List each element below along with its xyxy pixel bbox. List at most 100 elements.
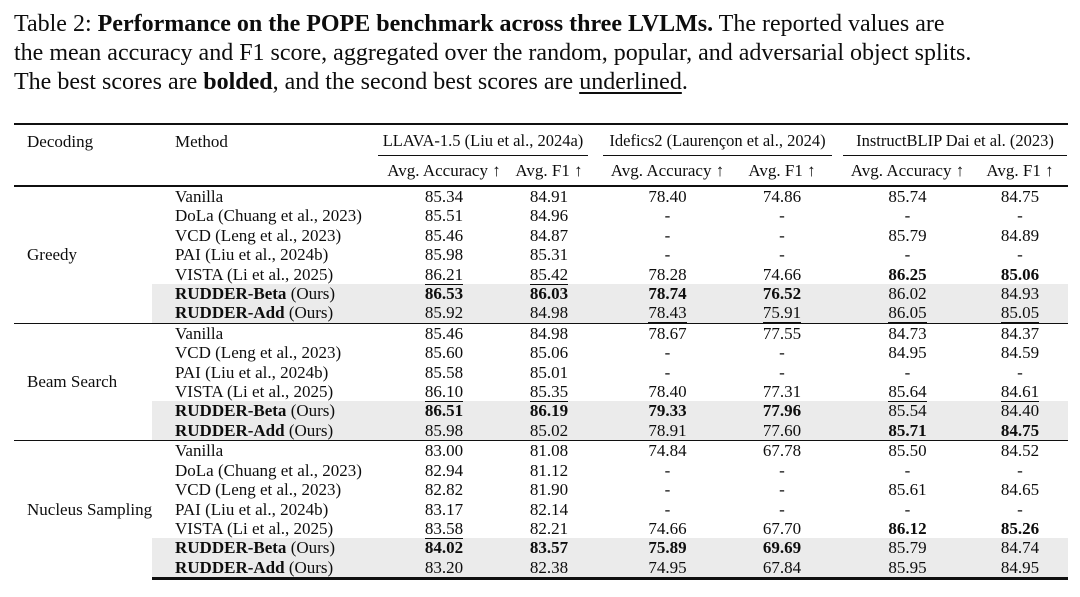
- value-cell: -: [779, 460, 785, 480]
- value-cell: 86.10: [424, 382, 464, 403]
- value-cell: 83.20: [378, 557, 510, 581]
- table-caption: Table 2: Performance on the POPE benchma…: [14, 10, 1066, 97]
- value-cell: 86.02: [843, 284, 972, 304]
- value-cell: 78.91: [603, 420, 732, 441]
- value-cell: 82.38: [510, 557, 603, 581]
- value-cell: 83.57: [510, 538, 603, 558]
- method-cell: VISTA (Li et al., 2025): [175, 382, 334, 402]
- value-cell: -: [664, 460, 671, 480]
- value-cell: -: [664, 362, 671, 382]
- value-cell: 85.92: [378, 303, 510, 324]
- value-cell: 77.60: [732, 420, 843, 441]
- table-row: RUDDER-Beta (Ours) 86.53 86.03 78.74 76.52 86…: [14, 284, 1068, 304]
- value-cell: -: [1017, 460, 1023, 480]
- method-cell: VISTA (Li et al., 2025): [175, 264, 334, 284]
- value-cell: 85.02: [510, 420, 603, 441]
- value-cell: 85.46: [378, 322, 510, 344]
- decoding-section: Greedy Vanilla 85.34 84.91 78.40 74.86 85.74 84…: [14, 185, 1068, 324]
- method-cell: VCD (Leng et al., 2023): [175, 480, 342, 500]
- value-cell: 82.94: [424, 460, 464, 480]
- value-cell: 78.74: [603, 284, 732, 304]
- value-cell: 84.96: [529, 206, 569, 226]
- value-cell: 78.67: [603, 322, 732, 344]
- value-cell: 81.12: [529, 460, 569, 480]
- group-header-idefics2: Idefics2 (Laurençon et al., 2024): [603, 123, 843, 156]
- method-cell: Vanilla: [152, 185, 378, 207]
- value-cell: 84.95: [888, 343, 927, 363]
- table-row: RUDDER-Add (Ours) 83.20 82.38 74.95 67.84 85.…: [14, 557, 1068, 581]
- table-row: VCD (Leng et al., 2023) 85.46 84.87 - - 85.79…: [14, 226, 1068, 245]
- value-cell: 84.93: [972, 284, 1068, 304]
- method-cell: DoLa (Chuang et al., 2023): [175, 460, 362, 480]
- value-cell: 81.90: [529, 480, 569, 500]
- method-cell: RUDDER-Beta (Ours): [152, 284, 378, 304]
- method-cell: Vanilla: [152, 440, 378, 461]
- method-cell: DoLa (Chuang et al., 2023): [175, 206, 362, 226]
- group-header-llava: LLAVA-1.5 (Liu et al., 2024a): [378, 123, 603, 156]
- value-cell: 85.06: [529, 343, 569, 363]
- value-cell: 84.37: [972, 322, 1068, 344]
- value-cell: 85.26: [1000, 518, 1040, 538]
- value-cell: 84.98: [510, 322, 603, 344]
- value-cell: 85.79: [888, 225, 927, 245]
- value-cell: 86.25: [888, 264, 927, 284]
- value-cell: 82.82: [424, 480, 464, 500]
- table-row: VISTA (Li et al., 2025) 86.21 85.42 78.28 74…: [14, 264, 1068, 285]
- table-row: RUDDER-Add (Ours) 85.92 84.98 78.43 75.91 86.…: [14, 303, 1068, 324]
- value-cell: 84.75: [972, 185, 1068, 207]
- method-cell: PAI (Liu et al., 2024b): [175, 499, 329, 519]
- value-cell: 86.53: [378, 284, 510, 304]
- value-cell: 86.12: [888, 518, 927, 538]
- caption-underlined-word: underlined: [579, 69, 682, 95]
- value-cell: 81.08: [510, 440, 603, 461]
- table-row: Nucleus Sampling Vanilla 83.00 81.08 74.84 67…: [14, 440, 1068, 579]
- header-decoding: Decoding: [14, 123, 152, 187]
- subheader-llava-f1: Avg. F1 ↑: [510, 156, 603, 187]
- value-cell: 74.66: [762, 264, 802, 284]
- value-cell: -: [1017, 499, 1023, 519]
- table-row: VCD (Leng et al., 2023) 85.60 85.06 - - 84.95…: [14, 343, 1068, 362]
- method-cell: PAI (Liu et al., 2024b): [175, 245, 329, 265]
- value-cell: 69.69: [732, 538, 843, 558]
- decoding-cell: Beam Search: [14, 322, 152, 441]
- caption-line2: the mean accuracy and F1 score, aggregat…: [14, 40, 972, 66]
- value-cell: 84.40: [972, 401, 1068, 421]
- value-cell: -: [779, 499, 785, 519]
- value-cell: 74.86: [732, 185, 843, 207]
- value-cell: 85.98: [378, 420, 510, 441]
- value-cell: 83.17: [424, 499, 464, 519]
- value-cell: 84.73: [843, 322, 972, 344]
- paper-page: { "caption": { "prefix": "Table 2: ", "t…: [0, 10, 1080, 597]
- value-cell: -: [1017, 206, 1023, 226]
- subheader-instructblip-f1: Avg. F1 ↑: [972, 156, 1068, 187]
- table-header: Decoding Method LLAVA-1.5 (Liu et al., 2…: [14, 123, 1068, 187]
- value-cell: 85.31: [529, 245, 569, 265]
- table-row: DoLa (Chuang et al., 2023) 82.94 81.12 - - - -: [14, 461, 1068, 480]
- value-cell: 85.34: [378, 185, 510, 207]
- value-cell: -: [904, 362, 911, 382]
- value-cell: 84.89: [1000, 225, 1040, 245]
- value-cell: 77.55: [732, 322, 843, 344]
- value-cell: -: [779, 225, 785, 245]
- subheader-idefics2-accuracy: Avg. Accuracy ↑: [603, 156, 732, 187]
- value-cell: 85.05: [972, 303, 1068, 324]
- value-cell: 85.42: [529, 264, 569, 285]
- value-cell: 86.21: [424, 264, 464, 285]
- decoding-section: Beam Search Vanilla 85.46 84.98 78.67 77.55 84…: [14, 322, 1068, 441]
- caption-line1-rest: The reported values are: [713, 11, 945, 37]
- subheader-idefics2-f1: Avg. F1 ↑: [732, 156, 843, 187]
- group-label-idefics2: Idefics2 (Laurençon et al., 2024): [603, 125, 832, 156]
- subheader-llava-accuracy: Avg. Accuracy ↑: [378, 156, 510, 187]
- value-cell: 85.35: [529, 382, 569, 403]
- value-cell: 78.28: [648, 264, 687, 284]
- value-cell: 85.71: [843, 420, 972, 441]
- table-row: VCD (Leng et al., 2023) 82.82 81.90 - - 85.61…: [14, 480, 1068, 499]
- value-cell: 74.95: [603, 557, 732, 581]
- value-cell: 86.03: [510, 284, 603, 304]
- value-cell: -: [779, 480, 785, 500]
- value-cell: -: [904, 499, 911, 519]
- method-cell: PAI (Liu et al., 2024b): [175, 362, 329, 382]
- value-cell: 85.64: [888, 382, 927, 403]
- table-row: VISTA (Li et al., 2025) 86.10 85.35 78.40 77…: [14, 382, 1068, 403]
- value-cell: 76.52: [732, 284, 843, 304]
